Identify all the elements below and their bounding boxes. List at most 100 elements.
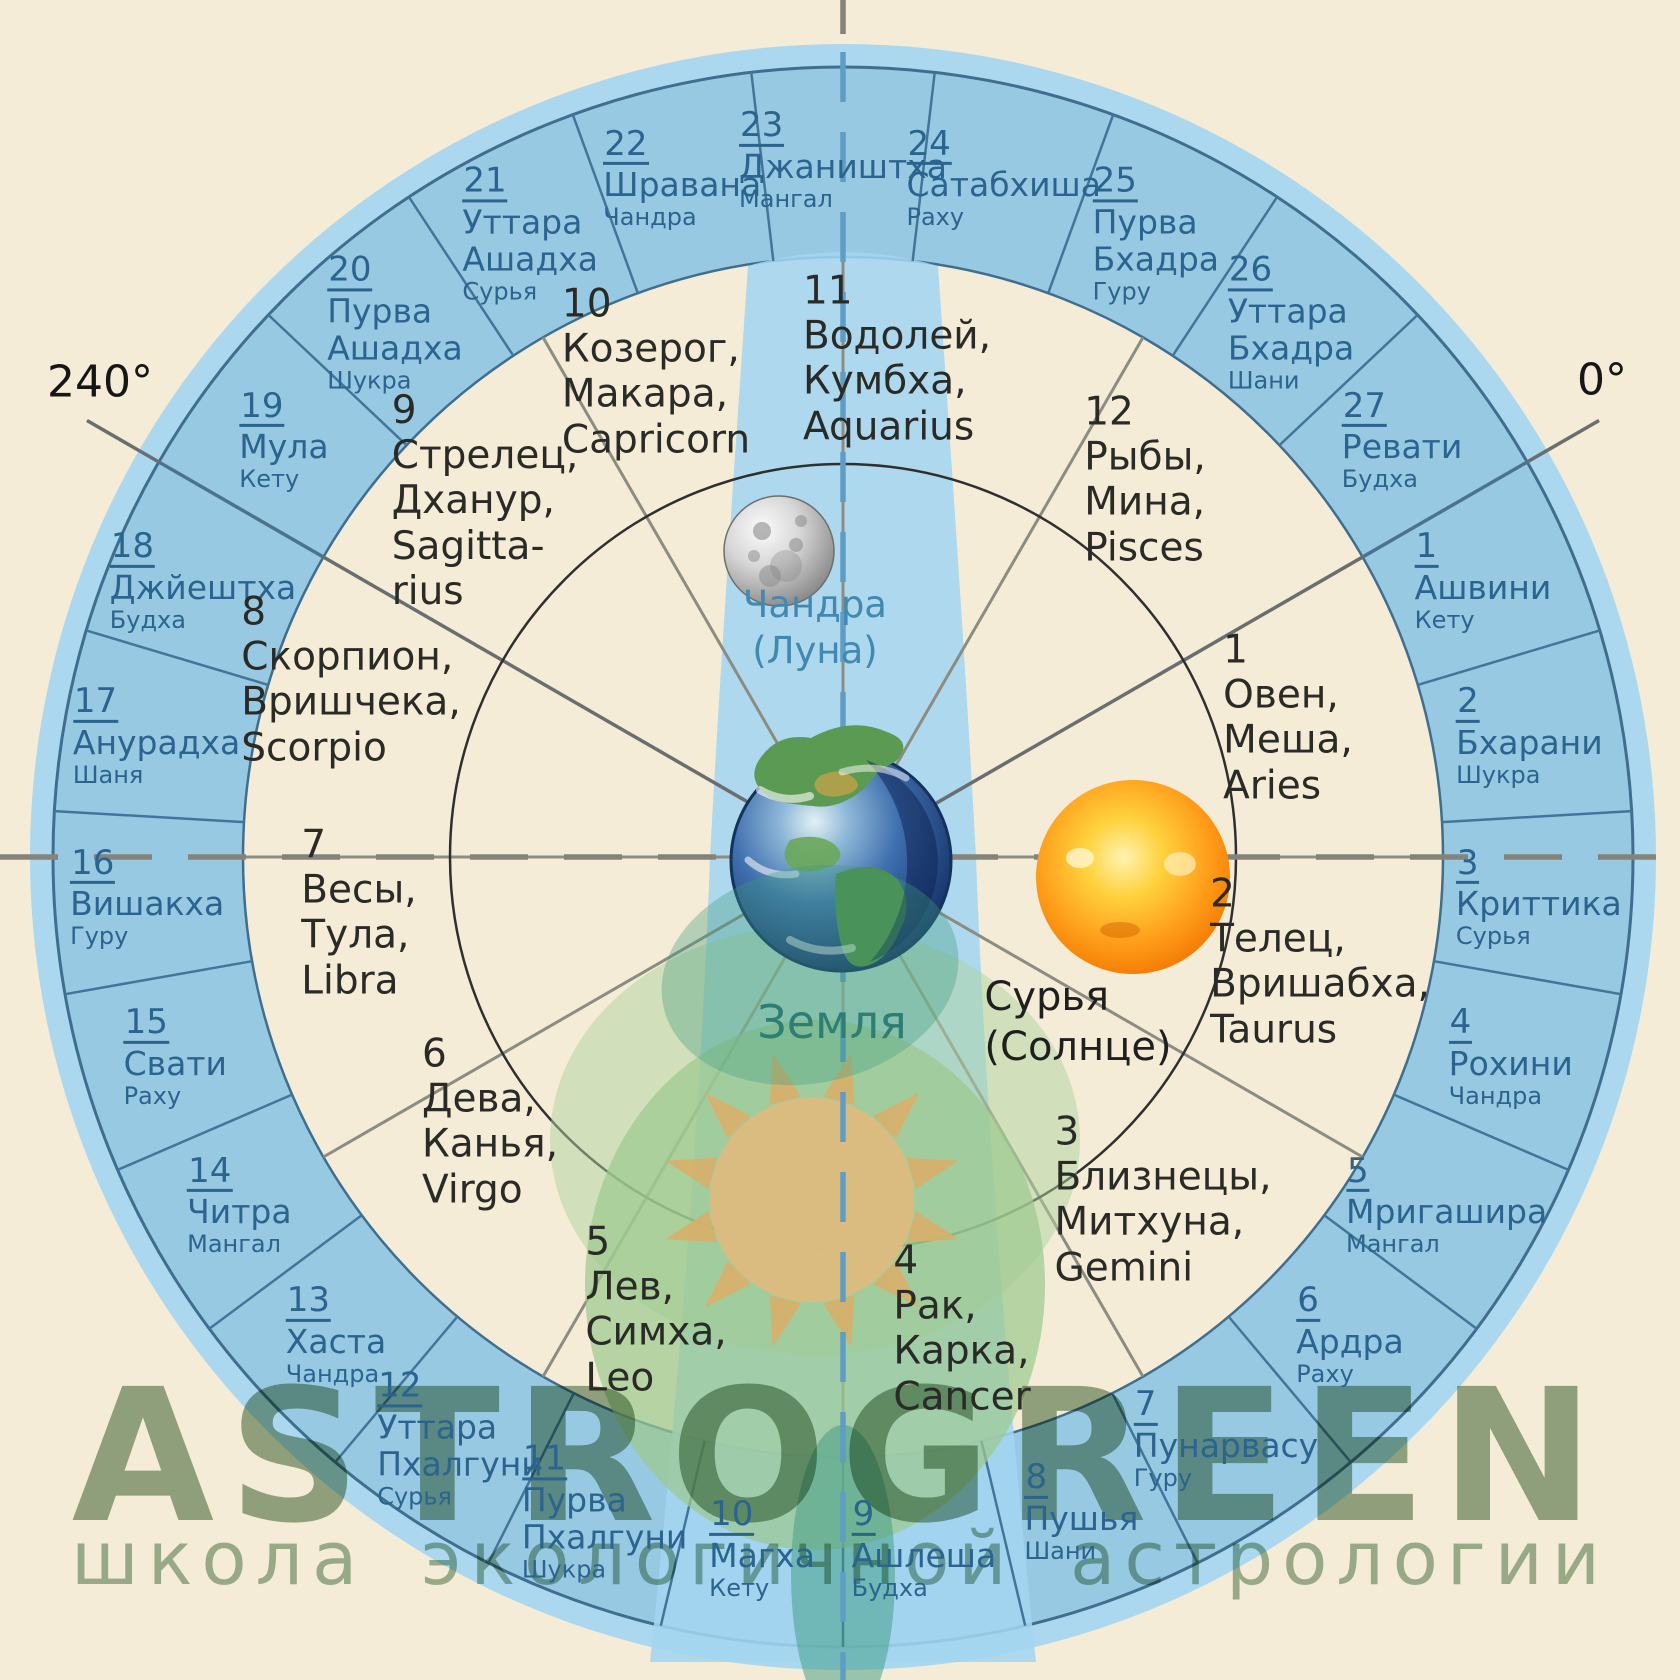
zodiac-sector-label: 6 Дева, Канья, Virgo <box>422 1032 558 1213</box>
nakshatra-name: Сатабхиша <box>906 165 1101 205</box>
nakshatra-sector-label: 25 Пурва Бхадра Гуру <box>1092 160 1220 306</box>
nakshatra-ruler: Чандра <box>603 203 697 232</box>
sector-divider-line <box>571 114 639 294</box>
nakshatra-name: Уттара <box>1227 291 1348 331</box>
sector-divider-line <box>85 629 269 687</box>
nakshatra-sector-label: 15 Свати Раху <box>123 1004 227 1110</box>
sector-divider-line <box>1417 629 1601 687</box>
nakshatra-number: 12 <box>377 1365 423 1408</box>
logo-sun-ray-icon <box>769 1295 802 1347</box>
nakshatra-sector-label: 9 Ашлеша Будха <box>851 1496 997 1602</box>
zodiac-name-line: Стрелец, <box>391 433 579 479</box>
nakshatra-sector-label: 3 Криттика Сурья <box>1455 844 1622 950</box>
nakshatra-name: Мула <box>239 427 329 467</box>
nakshatra-sector-label: 21 Уттара Ашадха Сурья <box>462 163 598 306</box>
logo-sun-ray-icon <box>704 1092 751 1139</box>
nakshatra-number: 22 <box>603 123 649 166</box>
sector-divider-line <box>407 196 515 357</box>
moon-label-line1: Чандра <box>743 582 887 626</box>
nakshatra-ruler: Кету <box>1414 605 1475 634</box>
moon-label: Чандра (Луна) <box>743 582 887 675</box>
nakshatra-number: 21 <box>462 160 508 203</box>
nakshatra-sector-label: 23 Джаништха Мангал <box>739 107 947 213</box>
zodiac-sector-label: 1 Овен, Меша, Aries <box>1223 628 1353 809</box>
zodiac-name-line: Дханур, <box>391 478 555 524</box>
nakshatra-name: Уттара <box>462 202 583 242</box>
nakshatra-ruler: Мангал <box>187 1230 281 1259</box>
logo-sun-ray-icon <box>704 1261 751 1308</box>
logo-sun-ray-icon <box>665 1210 717 1243</box>
nakshatra-ruler: Шукра <box>327 366 412 395</box>
zodiac-name-line: Pisces <box>1084 525 1204 571</box>
sector-divider-line <box>1047 114 1115 294</box>
sector-divider-line <box>1361 460 1528 559</box>
sun-image <box>1036 780 1230 974</box>
zodiac-name-line: Aries <box>1223 763 1322 809</box>
nakshatra-name: Ардра <box>1296 1321 1404 1361</box>
nakshatra-number: 23 <box>739 104 785 147</box>
sun-label-line2: (Солнце) <box>984 1024 1172 1070</box>
zodiac-name-line: Capricorn <box>561 417 751 463</box>
nakshatra-ruler: Гуру <box>1092 277 1151 306</box>
zodiac-name-line: Водолей, <box>802 313 992 359</box>
nakshatra-number: 20 <box>327 249 373 292</box>
nakshatra-ruler: Кету <box>239 465 300 494</box>
angle-label-0: 0° <box>1577 354 1627 406</box>
nakshatra-sector-label: 2 Бхарани Шукра <box>1456 683 1603 789</box>
zodiac-sector-label: 3 Близнецы, Митхуна, Gemini <box>1055 1110 1272 1291</box>
nakshatra-number: 5 <box>1345 1150 1370 1193</box>
zodiac-sector-label: 12 Рыбы, Мина, Pisces <box>1084 390 1206 571</box>
zodiac-name-line: Лев, <box>585 1264 675 1310</box>
sector-divider-line <box>158 460 325 559</box>
nakshatra-number: 26 <box>1227 249 1274 292</box>
zodiac-name-line: Весы, <box>301 867 417 913</box>
zodiac-name-line: Тула, <box>301 913 410 958</box>
nakshatra-name: Ашлеша <box>851 1535 997 1575</box>
nakshatra-sector-label: 17 Анурадха Шаня <box>72 683 240 789</box>
nakshatra-sector-label: 12 Уттара Пхалгуни Сурья <box>377 1368 543 1511</box>
nakshatra-name: Пунарвасу <box>1133 1425 1319 1465</box>
nakshatra-name: Бхадра <box>1092 239 1220 279</box>
nakshatra-name: Джйештха <box>109 567 297 607</box>
earth-label: Земля <box>757 995 907 1049</box>
zodiac-number: 10 <box>561 281 612 327</box>
earth-image <box>661 725 959 1086</box>
nakshatra-ruler: Сурья <box>462 277 538 306</box>
nakshatra-sector-label: 6 Ардра Раху <box>1296 1282 1404 1388</box>
nakshatra-name: Криттика <box>1455 884 1622 924</box>
nakshatra-number: 25 <box>1092 160 1138 203</box>
nakshatra-ruler: Чандра <box>1448 1081 1543 1110</box>
zodiac-name-line: Libra <box>301 958 399 1004</box>
nakshatra-name: Магха <box>709 1535 815 1575</box>
zodiac-name-line: Рыбы, <box>1084 434 1206 480</box>
zodiac-number: 12 <box>1084 389 1134 435</box>
zodiac-number: 2 <box>1210 871 1235 917</box>
zodiac-name-line: rius <box>391 568 464 614</box>
nakshatra-name: Ашадха <box>327 328 463 368</box>
nakshatra-ruler: Мангал <box>1345 1230 1440 1259</box>
zodiac-name-line: Карка, <box>893 1329 1030 1374</box>
sector-divider-line <box>1393 1093 1569 1172</box>
zodiac-name-line: Скорпион, <box>241 634 454 680</box>
logo-sun-ray-icon <box>665 1157 717 1190</box>
nakshatra-sector-label: 26 Уттара Бхадра Шани <box>1227 249 1354 394</box>
logo-sun-ray-icon <box>873 1261 920 1308</box>
zodiac-name-line: Мина, <box>1084 480 1206 525</box>
nakshatra-sector-label: 14 Читра Мангал <box>187 1152 292 1259</box>
nakshatra-name: Ревати <box>1341 427 1463 467</box>
zodiac-sector-label: 5 Лев, Симха, Leo <box>585 1220 726 1401</box>
moon-image <box>723 495 835 607</box>
zodiac-name-line: Gemini <box>1054 1245 1194 1291</box>
sector-divider-line <box>980 1440 1027 1626</box>
nakshatra-sector-label: 10 Магха Кету <box>709 1496 815 1602</box>
zodiac-name-line: Кумбха, <box>802 359 967 404</box>
nakshatra-sector-label: 11 Пурва Пхалгуни Шукра <box>521 1440 687 1583</box>
sector-divider-line <box>334 1315 459 1463</box>
zodiac-name-line: Вришчека, <box>241 680 461 725</box>
zodiac-sector-label: 11 Водолей, Кумбха, Aquarius <box>803 269 991 450</box>
zodiac-number: 5 <box>585 1219 611 1265</box>
nakshatra-number: 4 <box>1448 1001 1473 1044</box>
zodiac-name-line: Cancer <box>893 1374 1031 1420</box>
nakshatra-sector-label: 27 Ревати Будха <box>1341 388 1463 494</box>
